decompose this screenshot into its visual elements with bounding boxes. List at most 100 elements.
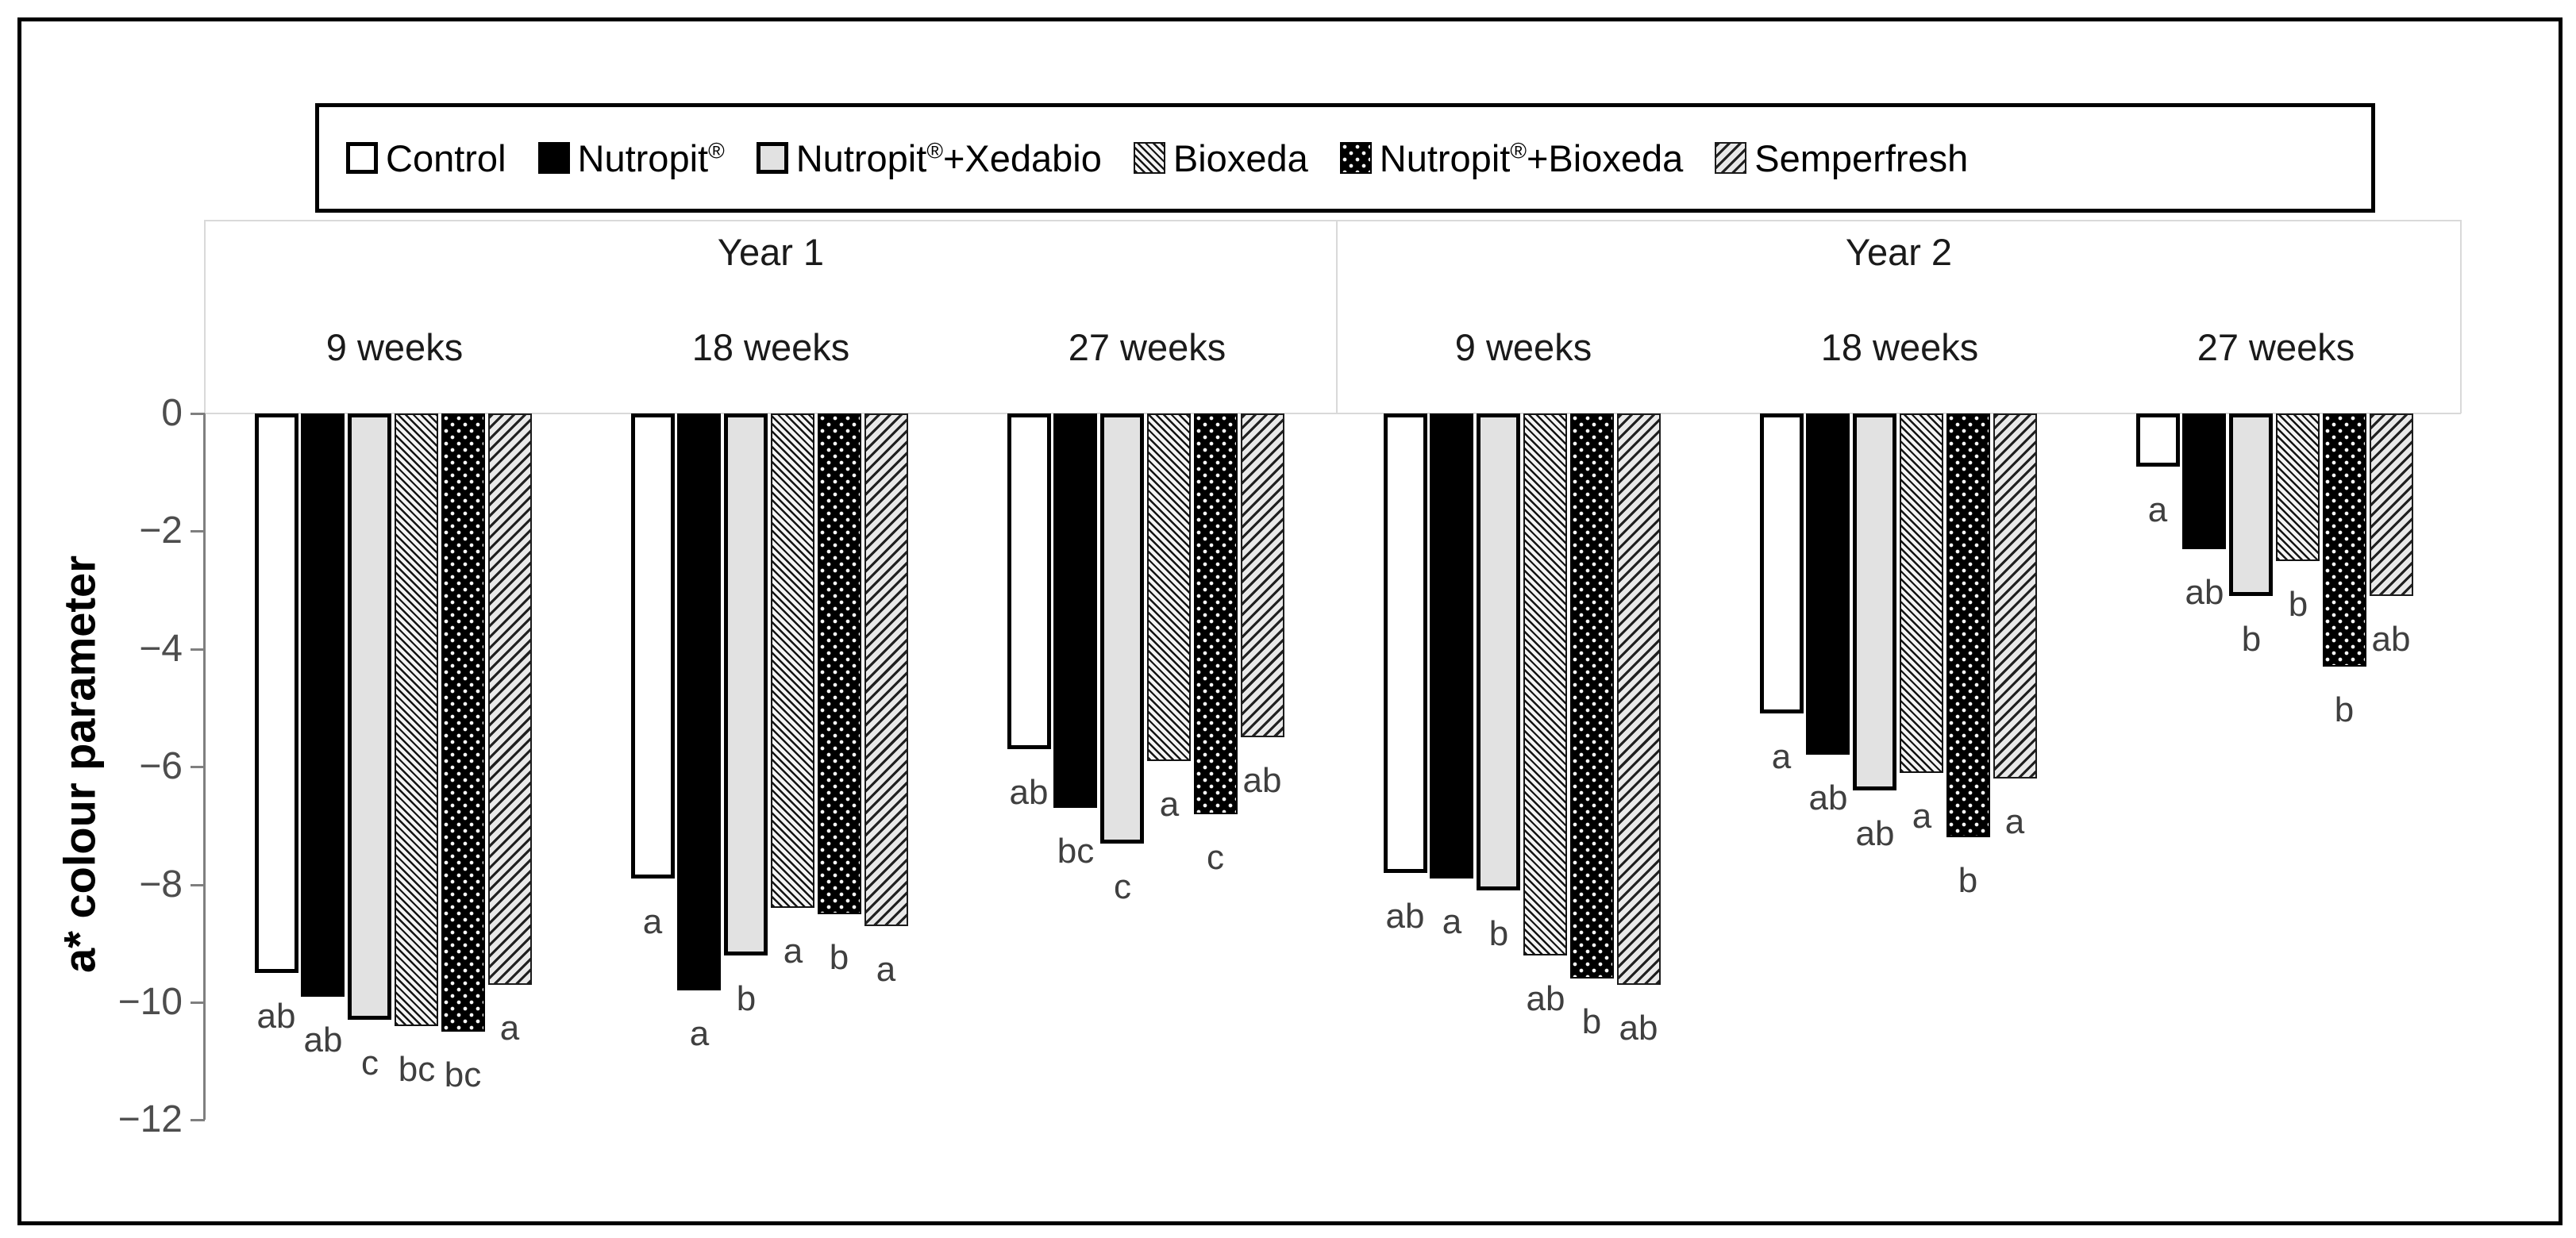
significance-letter: bc bbox=[1057, 832, 1095, 871]
legend-item: Nutropit®+Xedabio bbox=[756, 136, 1102, 180]
bar-diagonal-hatch-up bbox=[488, 413, 532, 985]
y-axis-tick-label: −12 bbox=[117, 1098, 183, 1141]
legend: Control Nutropit® Nutropit®+Xedabio Bioxeda… bbox=[315, 103, 2375, 213]
bar-white-outline bbox=[255, 413, 298, 973]
bar-diagonal-hatch-up bbox=[1241, 413, 1284, 737]
y-axis-tick bbox=[191, 413, 205, 415]
y-axis-tick bbox=[191, 530, 205, 533]
legend-label: Nutropit®+Xedabio bbox=[795, 136, 1102, 179]
year-divider-line bbox=[1336, 220, 1338, 413]
legend-item: Nutropit® bbox=[537, 136, 725, 180]
week-group-label: 27 weeks bbox=[2197, 326, 2355, 368]
bar-light-gray bbox=[724, 413, 768, 955]
y-axis-tick-label: −8 bbox=[139, 863, 183, 905]
significance-letter: bc bbox=[444, 1055, 482, 1094]
significance-letter: ab bbox=[1385, 897, 1425, 936]
bar-light-gray bbox=[1477, 413, 1520, 890]
significance-letter: ab bbox=[256, 997, 296, 1036]
y-axis-tick bbox=[191, 883, 205, 886]
bar-diagonal-hatch-down bbox=[395, 413, 438, 1026]
bar-black-white-dots bbox=[1946, 413, 1990, 837]
significance-letter: ab bbox=[1619, 1009, 1658, 1048]
bar-solid-black bbox=[1430, 413, 1473, 879]
plot-left-line bbox=[204, 220, 206, 413]
bar-black-white-dots bbox=[441, 413, 485, 1032]
significance-letter: a bbox=[499, 1009, 520, 1048]
plot-top-line bbox=[205, 220, 2461, 221]
legend-label: Nutropit®+Bioxeda bbox=[1379, 136, 1684, 179]
bar-diagonal-hatch-up bbox=[1617, 413, 1661, 985]
significance-letter: bc bbox=[398, 1050, 436, 1089]
legend-swatch-white-outline-icon bbox=[346, 142, 378, 174]
bar-black-white-dots bbox=[1570, 413, 1614, 978]
bar-solid-black bbox=[677, 413, 721, 990]
legend-swatch-diagonal-hatch-down-icon bbox=[1133, 142, 1165, 174]
bar-white-outline bbox=[1007, 413, 1051, 749]
y-axis-tick bbox=[191, 766, 205, 769]
bar-solid-black bbox=[301, 413, 345, 997]
legend-item: Nutropit®+Bioxeda bbox=[1339, 136, 1684, 180]
significance-letter: c bbox=[1114, 867, 1131, 906]
y-axis-tick-label: 0 bbox=[161, 392, 183, 434]
y-axis-tick-label: −10 bbox=[117, 981, 183, 1023]
bar-diagonal-hatch-down bbox=[1147, 413, 1191, 761]
significance-letter: ab bbox=[2185, 573, 2224, 612]
significance-letter: a bbox=[689, 1014, 710, 1053]
week-group-label: 27 weeks bbox=[1068, 326, 1226, 368]
significance-letter: b bbox=[829, 938, 849, 977]
significance-letter: b bbox=[1488, 914, 1509, 953]
y-axis-tick bbox=[191, 648, 205, 651]
week-group-label: 9 weeks bbox=[1454, 326, 1592, 368]
plot-right-line bbox=[2460, 220, 2462, 413]
bar-solid-black bbox=[2182, 413, 2226, 549]
significance-letter: c bbox=[361, 1044, 379, 1082]
significance-letter: b bbox=[736, 979, 757, 1018]
legend-label: Bioxeda bbox=[1172, 136, 1308, 179]
bar-diagonal-hatch-down bbox=[2276, 413, 2320, 561]
significance-letter: ab bbox=[303, 1021, 343, 1059]
bar-light-gray bbox=[1100, 413, 1144, 844]
significance-letter: a bbox=[642, 902, 663, 941]
bar-diagonal-hatch-down bbox=[771, 413, 814, 908]
bar-white-outline bbox=[1384, 413, 1427, 873]
significance-letter: a bbox=[2147, 490, 2168, 529]
bar-solid-black bbox=[1806, 413, 1850, 755]
bar-diagonal-hatch-down bbox=[1523, 413, 1567, 955]
significance-letter: a bbox=[783, 932, 803, 971]
y-axis-tick-label: −2 bbox=[139, 509, 183, 552]
bar-light-gray bbox=[1853, 413, 1896, 790]
significance-letter: b bbox=[1958, 861, 1978, 900]
legend-label: Semperfresh bbox=[1754, 136, 1969, 179]
legend-label: Control bbox=[386, 136, 506, 179]
y-axis-tick bbox=[191, 1002, 205, 1004]
bar-black-white-dots bbox=[2323, 413, 2366, 667]
significance-letter: a bbox=[1159, 785, 1180, 824]
significance-letter: ab bbox=[1526, 979, 1565, 1018]
y-axis-tick-label: −4 bbox=[139, 627, 183, 670]
significance-letter: a bbox=[1442, 902, 1462, 941]
significance-letter: a bbox=[876, 950, 896, 989]
legend-item: Control bbox=[346, 136, 506, 180]
significance-letter: ab bbox=[2371, 620, 2411, 659]
legend-item: Semperfresh bbox=[1715, 136, 1968, 180]
significance-letter: ab bbox=[1242, 761, 1282, 800]
y-axis-tick bbox=[191, 1119, 205, 1122]
significance-letter: a bbox=[1771, 737, 1792, 776]
y-axis-tick-label: −6 bbox=[139, 745, 183, 788]
bar-diagonal-hatch-up bbox=[864, 413, 908, 926]
significance-letter: b bbox=[1581, 1002, 1602, 1041]
legend-swatch-diagonal-hatch-up-icon bbox=[1715, 142, 1747, 174]
zero-baseline bbox=[205, 413, 2461, 414]
bar-light-gray bbox=[2229, 413, 2273, 596]
bar-solid-black bbox=[1053, 413, 1097, 808]
week-group-label: 18 weeks bbox=[691, 326, 850, 368]
legend-label: Nutropit® bbox=[577, 136, 725, 179]
legend-swatch-solid-black-icon bbox=[537, 142, 570, 174]
significance-letter: b bbox=[2288, 585, 2308, 624]
significance-letter: ab bbox=[1855, 814, 1895, 853]
significance-letter: ab bbox=[1009, 773, 1049, 812]
year-band-label: Year 1 bbox=[717, 231, 825, 273]
significance-letter: ab bbox=[1808, 779, 1848, 817]
week-group-label: 9 weeks bbox=[325, 326, 464, 368]
bar-white-outline bbox=[1760, 413, 1804, 713]
